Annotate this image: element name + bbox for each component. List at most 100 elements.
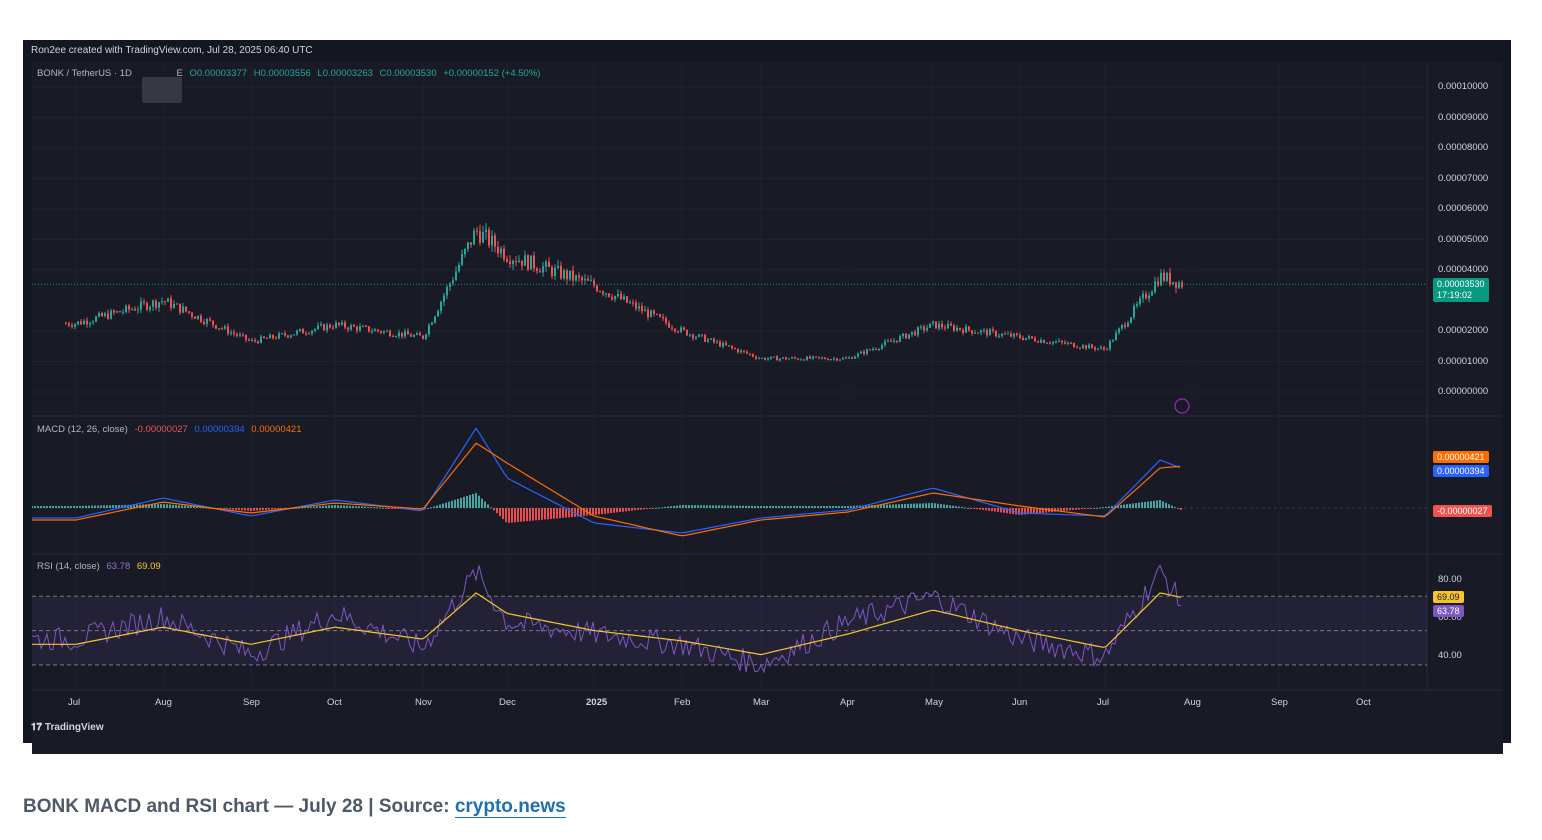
candle-body xyxy=(1160,272,1162,286)
candle-body xyxy=(125,305,127,312)
candle-body xyxy=(368,326,370,332)
time-axis-tick: Sep xyxy=(1271,697,1288,708)
candle-body xyxy=(335,322,337,329)
macd-histogram-bar xyxy=(763,506,765,508)
macd-histogram-bar xyxy=(634,508,636,511)
candle-body xyxy=(830,359,832,361)
macd-histogram-bar xyxy=(394,508,396,509)
time-axis-tick: Dec xyxy=(499,697,516,708)
candle-body xyxy=(470,242,472,245)
candle-body xyxy=(1145,293,1147,299)
tradingview-logo[interactable]: 𝟏𝟕 TradingView xyxy=(31,722,104,733)
candle-body xyxy=(317,325,319,329)
candle-body xyxy=(482,231,484,243)
candle-body xyxy=(1118,328,1120,333)
candle-body xyxy=(1046,342,1048,344)
macd-histogram-bar xyxy=(382,507,384,509)
macd-histogram-bar xyxy=(538,508,540,521)
candle-body xyxy=(107,313,109,319)
macd-histogram-bar xyxy=(118,505,120,508)
macd-histogram-bar xyxy=(151,504,153,508)
candle-body xyxy=(1073,342,1075,348)
macd-histogram-bar xyxy=(721,505,723,508)
candle-body xyxy=(863,351,865,355)
candle-body xyxy=(419,333,421,336)
macd-histogram-bar xyxy=(325,505,327,508)
macd-histogram-bar xyxy=(487,504,489,508)
macd-histogram-bar xyxy=(1057,508,1059,512)
macd-histogram-bar xyxy=(202,507,204,509)
macd-name: MACD (12, 26, close) xyxy=(37,424,128,435)
time-axis-tick: Jun xyxy=(1012,697,1028,708)
macd-histogram-bar xyxy=(1114,505,1116,508)
caption-link[interactable]: crypto.news xyxy=(454,796,566,818)
macd-histogram-bar xyxy=(130,504,132,508)
macd-histogram-bar xyxy=(1171,505,1173,508)
macd-line-tag: 0.00000394 xyxy=(1433,465,1489,477)
candle-body xyxy=(1007,333,1009,335)
macd-histogram-bar xyxy=(379,507,381,509)
chart-area[interactable]: BONK / TetherUS · 1D E O0.00003377 H0.00… xyxy=(32,62,1503,754)
macd-histogram-bar xyxy=(1033,508,1035,514)
candle-body xyxy=(1121,324,1123,329)
macd-histogram-bar xyxy=(916,503,918,508)
candle-body xyxy=(794,357,796,359)
candle-body xyxy=(956,327,958,331)
candle-body xyxy=(1091,344,1093,348)
macd-histogram-bar xyxy=(931,503,933,508)
candle-body xyxy=(689,334,691,336)
macd-histogram-bar xyxy=(700,505,702,508)
candle-body xyxy=(350,325,352,330)
macd-hist-value: -0.00000027 xyxy=(134,424,188,435)
candle-body xyxy=(185,306,187,312)
candle-body xyxy=(1172,282,1174,285)
tv-logo-text: TradingView xyxy=(44,722,104,733)
macd-histogram-bar xyxy=(856,505,858,508)
macd-histogram-bar xyxy=(187,505,189,508)
macd-histogram-bar xyxy=(67,506,69,508)
candle-body xyxy=(581,277,583,281)
candle-body xyxy=(962,329,964,333)
candle-body xyxy=(908,334,910,339)
candle-body xyxy=(677,331,679,333)
macd-histogram-bar xyxy=(1111,506,1113,508)
macd-histogram-bar xyxy=(628,508,630,512)
macd-histogram-bar xyxy=(1024,508,1026,515)
candle-body xyxy=(671,327,673,329)
macd-histogram-bar xyxy=(280,508,282,509)
macd-histogram-bar xyxy=(970,508,972,509)
macd-histogram-bar xyxy=(163,504,165,508)
macd-histogram-bar xyxy=(706,505,708,508)
candle-body xyxy=(755,356,757,359)
chart-svg[interactable] xyxy=(32,62,1503,754)
candle-body xyxy=(230,332,232,334)
candle-body xyxy=(155,300,157,308)
candle-body xyxy=(95,316,97,322)
macd-histogram-bar xyxy=(697,505,699,508)
macd-histogram-bar xyxy=(154,504,156,508)
candle-body xyxy=(911,331,913,335)
candle-body xyxy=(932,321,934,324)
candle-body xyxy=(338,322,340,325)
macd-histogram-bar xyxy=(766,506,768,508)
time-axis-tick: 2025 xyxy=(586,697,608,708)
macd-histogram-bar xyxy=(1045,508,1047,513)
macd-histogram-bar xyxy=(598,508,600,515)
candle-body xyxy=(1139,298,1141,305)
macd-histogram-bar xyxy=(589,508,591,516)
macd-histogram-bar xyxy=(457,498,459,508)
macd-legend: MACD (12, 26, close) -0.00000027 0.00000… xyxy=(37,424,306,435)
rsi-name: RSI (14, close) xyxy=(37,561,100,572)
candle-body xyxy=(731,345,733,348)
macd-histogram-bar xyxy=(1042,508,1044,513)
time-axis-tick: Sep xyxy=(243,697,260,708)
time-axis-tick: Aug xyxy=(155,697,172,708)
rsi-value: 63.78 xyxy=(106,561,131,572)
candle-body xyxy=(1169,272,1171,285)
macd-histogram-bar xyxy=(229,508,231,510)
macd-histogram-bar xyxy=(532,508,534,521)
macd-histogram-bar xyxy=(571,508,573,518)
candle-body xyxy=(692,334,694,339)
macd-histogram-bar xyxy=(568,508,570,518)
candle-body xyxy=(137,309,139,311)
